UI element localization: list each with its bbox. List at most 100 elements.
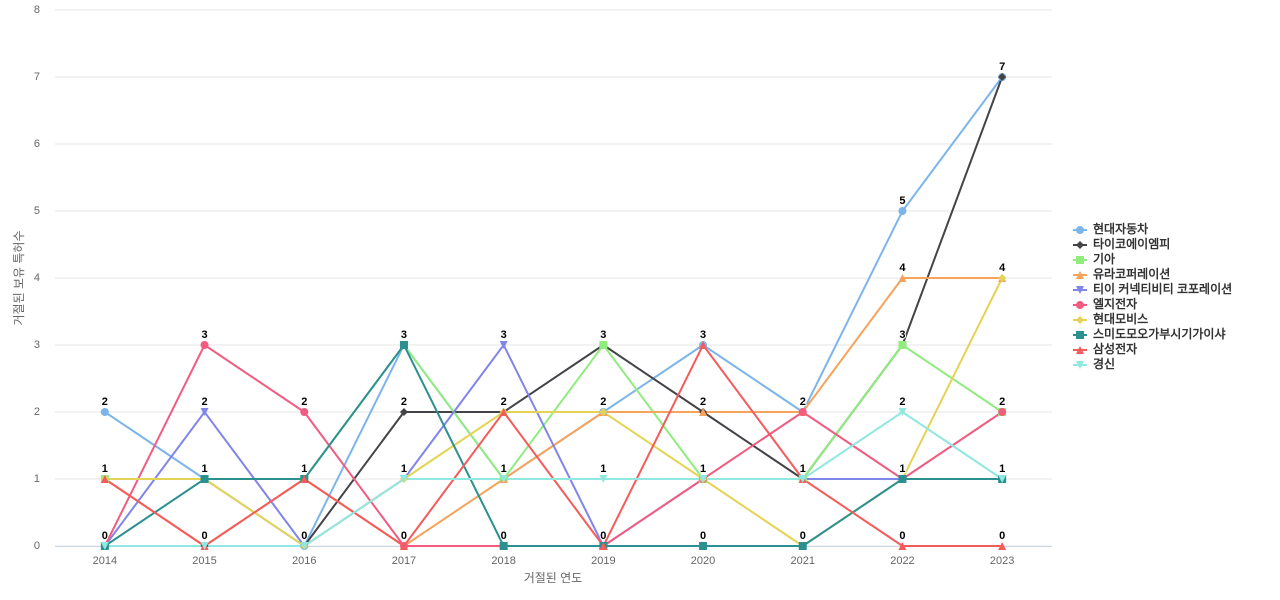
point [1076,271,1084,279]
legend-label: 기아 [1093,251,1115,266]
point [798,542,807,550]
legend-item[interactable]: 삼성전자 [1073,341,1137,356]
point [898,542,907,550]
point [399,408,408,416]
legend-item[interactable]: 현대모비스 [1073,311,1148,326]
data-label: 2 [501,396,507,408]
point [998,408,1007,416]
data-label: 1 [899,463,905,475]
y-tick-label: 4 [34,272,40,284]
legend-item[interactable]: 티이 커넥티비티 코포레이션 [1073,281,1232,296]
point [499,408,508,416]
series-line [104,343,1003,548]
legend-item[interactable]: 스미도모오가부시기가이샤 [1073,326,1225,341]
point [998,73,1007,81]
legend-item[interactable]: 타이코에이엠피 [1073,236,1170,251]
point [1076,361,1084,369]
point [200,542,209,550]
legend-label: 타이코에이엠피 [1093,236,1170,251]
point [499,542,508,550]
point [898,408,907,416]
data-label: 0 [301,530,307,542]
y-tick-label: 1 [34,473,40,485]
data-label: 0 [102,530,108,542]
point [998,475,1007,483]
data-label: 5 [899,195,905,207]
point [100,408,109,416]
point [300,408,309,416]
point [599,542,608,550]
data-label: 1 [700,463,706,475]
x-tick-label: 2017 [392,555,416,567]
legend-item[interactable]: 엘지전자 [1073,296,1137,311]
data-label: 1 [401,463,407,475]
data-label: 1 [800,463,806,475]
x-tick-label: 2016 [292,555,316,567]
data-label: 2 [401,396,407,408]
data-label: 1 [201,463,207,475]
point [399,475,408,483]
data-label: 1 [999,463,1005,475]
x-tick-label: 2023 [990,555,1014,567]
data-label: 4 [899,262,906,274]
point [499,475,508,483]
data-label: 0 [999,530,1005,542]
point [1076,256,1084,264]
y-tick-label: 8 [34,4,40,16]
y-tick-label: 3 [34,339,40,351]
legend-label: 티이 커넥티비티 코포레이션 [1093,281,1232,296]
data-label: 2 [102,396,108,408]
data-label: 2 [800,396,806,408]
point [798,408,807,416]
point [1076,316,1084,324]
y-axis-title: 거절된 보유 특허수 [12,231,26,326]
point [1076,241,1084,249]
data-label: 0 [501,530,507,542]
point [798,475,807,483]
y-tick-label: 5 [34,205,40,217]
series-line [104,76,1003,548]
point [998,542,1007,550]
legend-item[interactable]: 유라코퍼레이션 [1073,266,1170,281]
legend-item[interactable]: 경신 [1073,356,1115,371]
point [699,408,708,416]
x-tick-label: 2019 [591,555,615,567]
data-label: 0 [201,530,207,542]
data-label: 1 [102,463,108,475]
x-tick-label: 2021 [791,555,815,567]
data-label: 3 [600,329,606,341]
data-label: 1 [301,463,307,475]
series-line [104,76,1004,547]
point [898,341,907,349]
point [599,408,608,416]
data-label: 3 [201,329,207,341]
y-tick-label: 6 [34,138,40,150]
legend-label: 엘지전자 [1093,296,1137,311]
data-label: 2 [899,396,905,408]
point [399,542,408,550]
data-label: 2 [201,396,207,408]
point [300,475,309,483]
point [1076,346,1084,354]
data-label: 1 [600,463,606,475]
x-tick-label: 2014 [93,555,117,567]
point [1076,331,1084,339]
data-label: 3 [899,329,905,341]
point [1076,226,1084,234]
legend-item[interactable]: 기아 [1073,251,1115,266]
point [399,341,408,349]
data-label: 0 [899,530,905,542]
x-axis-title: 거절된 연도 [524,571,583,585]
point [699,542,708,550]
x-tick-label: 2015 [192,555,216,567]
legend-label: 유라코퍼레이션 [1093,266,1170,281]
point [898,475,907,483]
legend-label: 삼성전자 [1093,341,1137,356]
point [599,341,608,349]
legend-label: 스미도모오가부시기가이샤 [1093,326,1225,341]
legend-item[interactable]: 현대자동차 [1073,221,1148,236]
data-label: 2 [700,396,706,408]
data-label: 0 [800,530,806,542]
data-label: 2 [999,396,1005,408]
